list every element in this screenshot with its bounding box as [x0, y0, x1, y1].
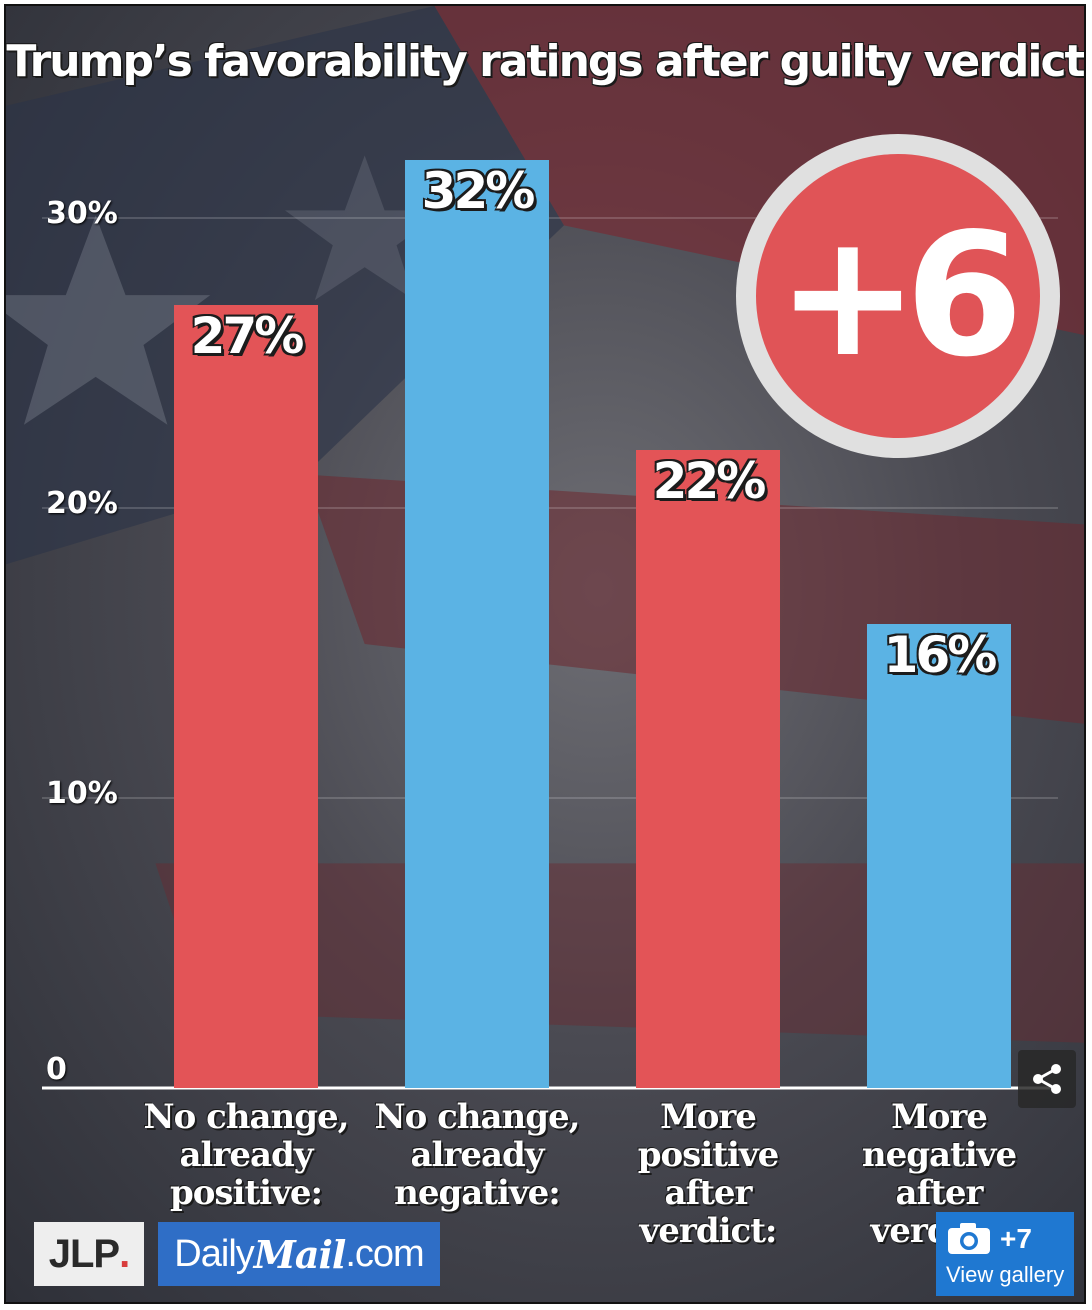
daily-mail-logo: Daily Mail .com: [158, 1222, 440, 1286]
bar: [867, 624, 1011, 1088]
y-tick-label: 10%: [46, 776, 118, 811]
change-badge-text: +6: [776, 197, 1024, 395]
bar-value-label: 32%: [421, 162, 536, 220]
share-button[interactable]: [1018, 1050, 1076, 1108]
gallery-top-row: +7: [946, 1222, 1032, 1256]
jlp-logo-dot: .: [119, 1231, 130, 1276]
chart-plot-area: [42, 160, 1058, 1090]
gallery-label: View gallery: [946, 1262, 1065, 1287]
share-icon: [1033, 1064, 1061, 1094]
y-tick-label: 0: [46, 1052, 67, 1087]
bar-value-label: 16%: [883, 626, 998, 684]
bar: [636, 450, 780, 1088]
bar: [174, 305, 318, 1088]
jlp-logo: JLP.: [34, 1222, 144, 1286]
daily-mail-logo-daily: Daily: [174, 1232, 254, 1275]
jlp-logo-text: JLP: [48, 1231, 120, 1276]
category-label: More positive after verdict:: [637, 1097, 780, 1251]
gallery-count: +7: [1000, 1223, 1032, 1254]
change-badge: +6: [736, 134, 1060, 458]
daily-mail-logo-com: .com: [345, 1232, 424, 1275]
category-label: No change, already positive:: [143, 1097, 349, 1213]
change-badge-inner: +6: [756, 154, 1040, 438]
y-tick-label: 20%: [46, 486, 118, 521]
chart-frame: Trump’s favorability ratings after guilt…: [4, 4, 1086, 1304]
view-gallery-button[interactable]: +7 View gallery: [936, 1212, 1074, 1296]
chart-title: Trump’s favorability ratings after guilt…: [6, 36, 1084, 87]
bar-value-label: 22%: [652, 452, 767, 510]
daily-mail-logo-mail: Mail: [253, 1231, 347, 1277]
category-label: No change, already negative:: [374, 1097, 580, 1213]
bar-value-label: 27%: [190, 307, 305, 365]
bar: [405, 160, 549, 1088]
camera-icon: [948, 1223, 990, 1254]
y-tick-label: 30%: [46, 196, 118, 231]
